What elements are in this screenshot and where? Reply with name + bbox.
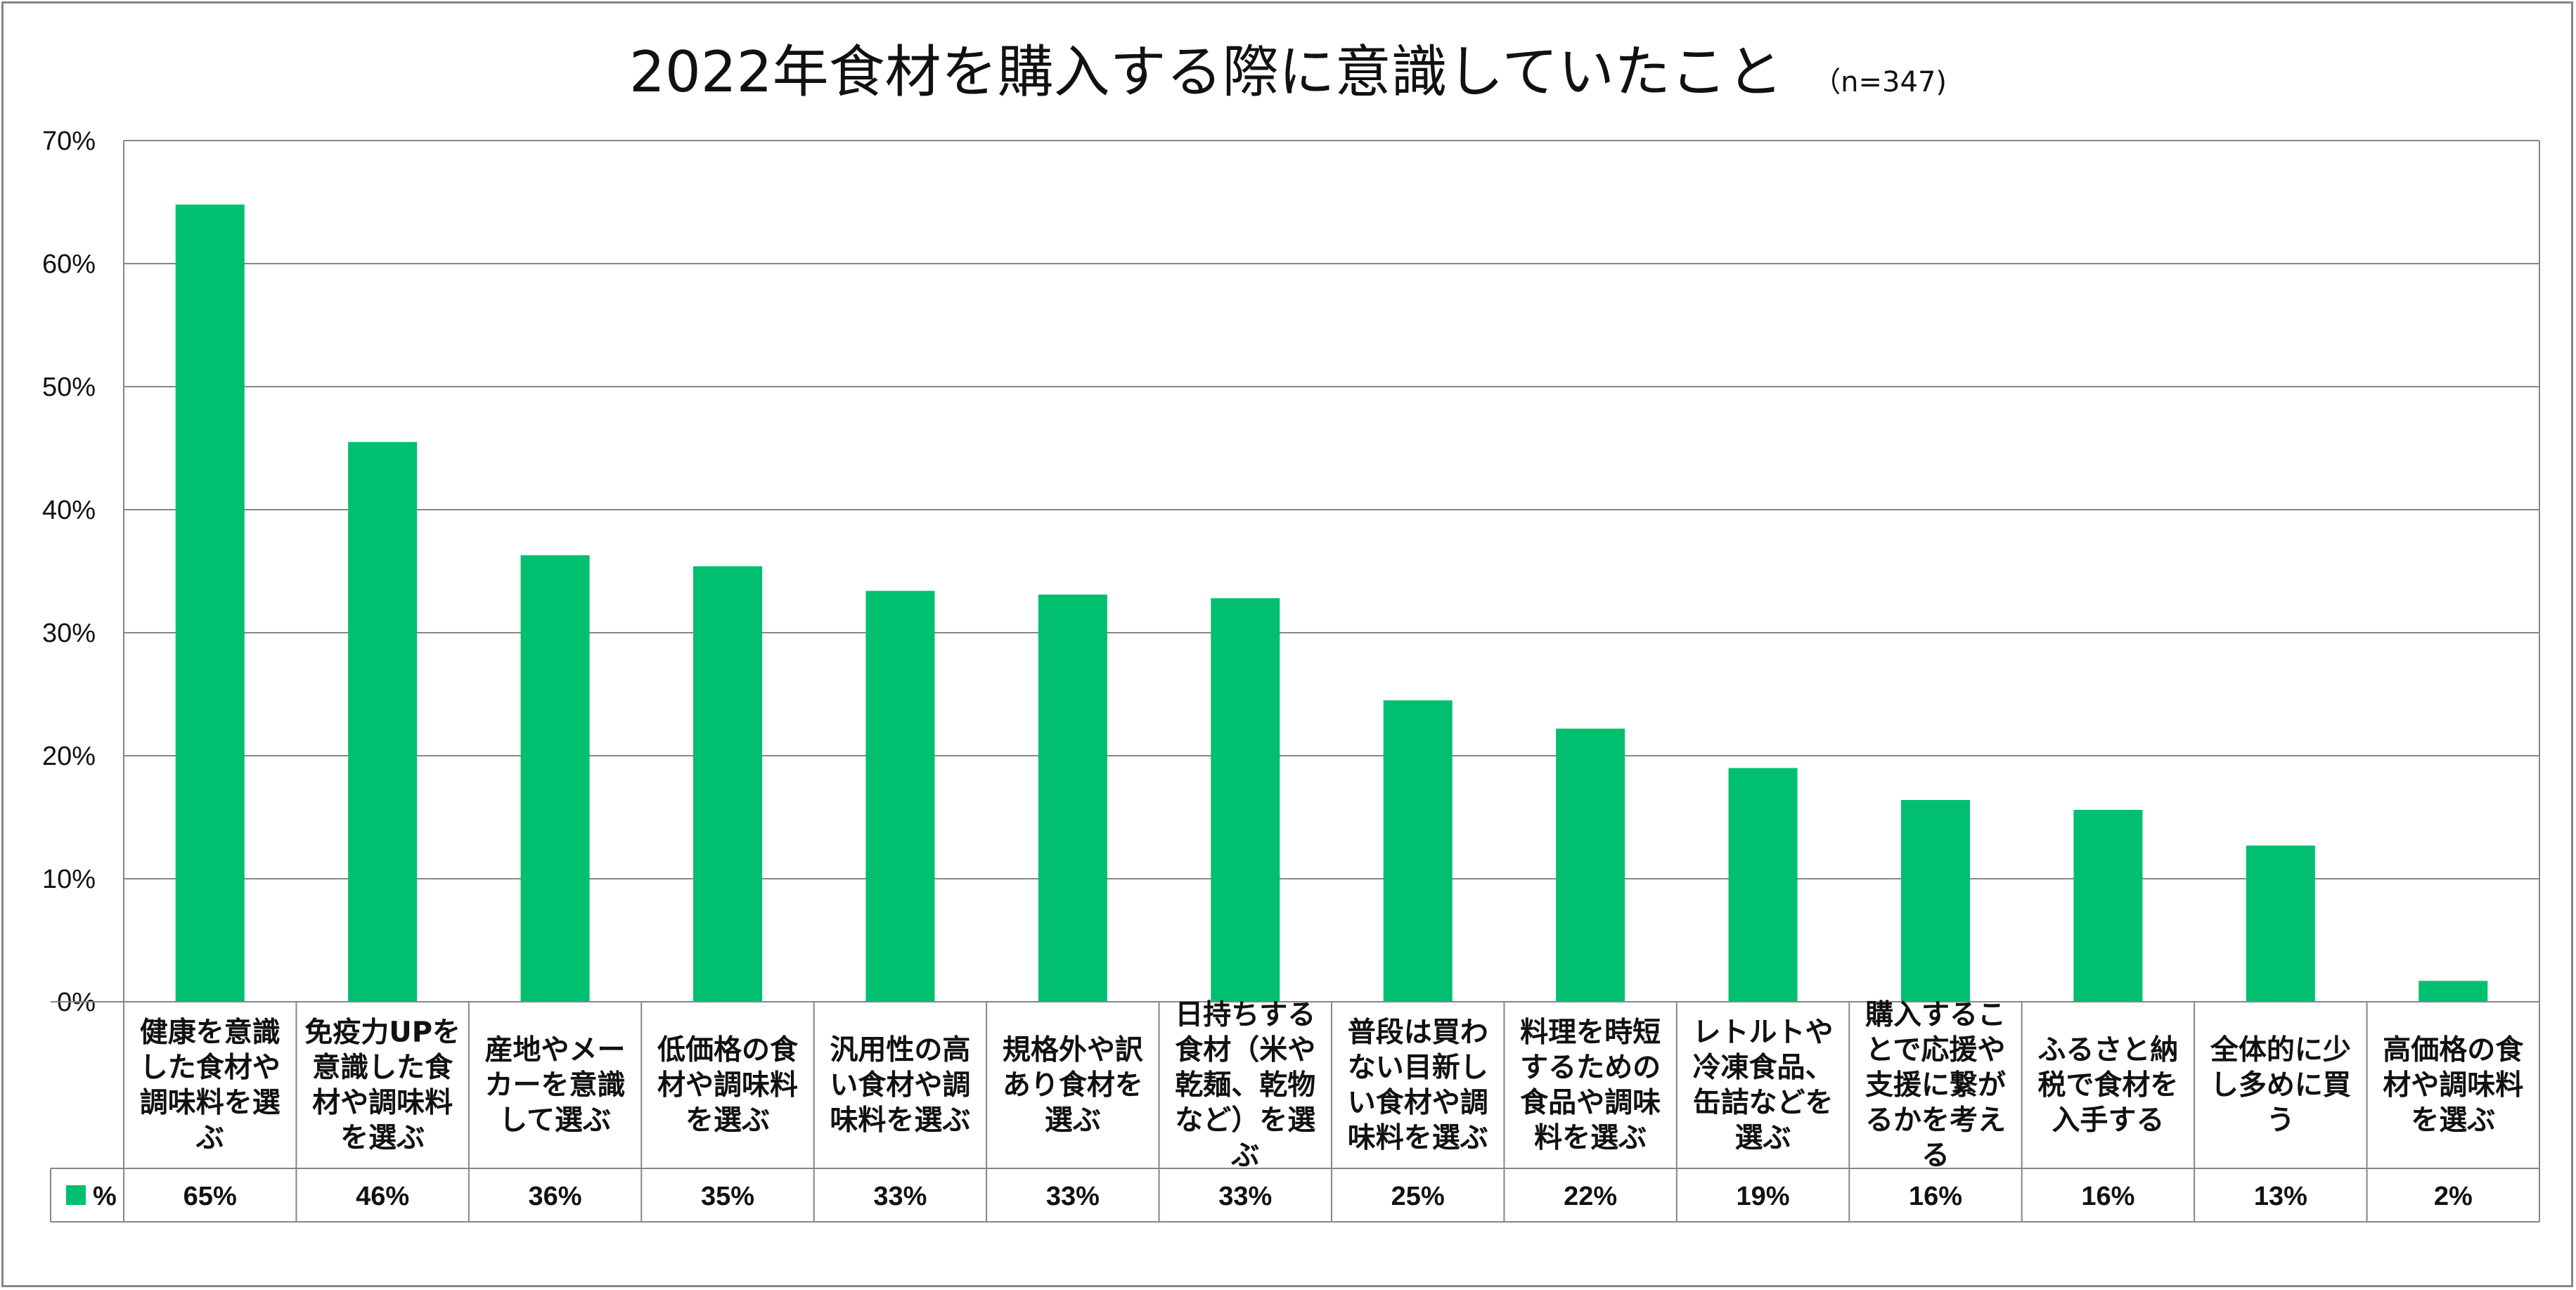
bar (1038, 594, 1107, 1002)
bar (865, 591, 935, 1002)
data-label: 2% (2434, 1182, 2473, 1211)
data-label: 33% (873, 1182, 927, 1211)
chart-title: 2022年食材を購入する際に意識していたこと (629, 39, 1784, 105)
bar (2246, 845, 2315, 1002)
data-label: 16% (1909, 1182, 1962, 1211)
category-label: 免疫力UPを意識した食材や調味料を選ぶ (304, 1017, 461, 1154)
bar (693, 566, 762, 1002)
bar (1556, 728, 1625, 1002)
category-label: 健康を意識した食材や調味料を選ぶ (140, 1017, 281, 1154)
data-label: 19% (1737, 1182, 1790, 1211)
data-label: 22% (1564, 1182, 1617, 1211)
legend-swatch (66, 1185, 86, 1205)
category-label: 産地やメーカーを意識して選ぶ (485, 1034, 626, 1137)
y-tick-label: 70% (42, 127, 96, 156)
category-label: レトルトや冷凍食品、缶詰などを選ぶ (1693, 1017, 1834, 1154)
chart-subtitle: （n=347) (1812, 66, 1947, 98)
y-tick-label: 50% (42, 373, 96, 402)
data-label: 25% (1391, 1182, 1445, 1211)
data-label: 36% (529, 1182, 582, 1211)
bar (1901, 800, 1970, 1002)
y-tick-label: 60% (42, 250, 96, 279)
bar (1728, 768, 1798, 1002)
bar (1211, 598, 1280, 1002)
data-label: 65% (183, 1182, 237, 1211)
y-tick-label: 30% (42, 619, 96, 648)
category-label: 普段は買わない目新しい食材や調味料を選ぶ (1348, 1017, 1488, 1154)
category-label: ふるさと納税で食材を入手する (2037, 1034, 2178, 1137)
category-label: 料理を時短するための食品や調味料を選ぶ (1520, 1017, 1661, 1154)
bar (520, 555, 590, 1002)
data-label: 33% (1218, 1182, 1272, 1211)
category-label: 全体的に少し多めに買う (2210, 1034, 2351, 1137)
category-label: 購入することで応援や支援に繋がるかを考える (1865, 999, 2006, 1172)
bar (175, 205, 245, 1002)
bar (1383, 700, 1453, 1002)
bar (2073, 810, 2143, 1002)
data-label: 13% (2254, 1182, 2307, 1211)
y-tick-label: 40% (42, 496, 96, 525)
data-label: 16% (2081, 1182, 2134, 1211)
data-label: 35% (701, 1182, 754, 1211)
data-label: 33% (1046, 1182, 1100, 1211)
bar (2419, 981, 2488, 1002)
category-label: 高価格の食材や調味料を選ぶ (2383, 1034, 2524, 1137)
y-tick-label: 10% (42, 865, 96, 894)
data-label: 46% (356, 1182, 409, 1211)
category-label: 汎用性の高い食材や調味料を選ぶ (830, 1034, 970, 1137)
category-label: 規格外や訳あり食材を選ぶ (1003, 1034, 1144, 1137)
category-label: 低価格の食材や調味料を選ぶ (657, 1034, 799, 1137)
legend-label: % (93, 1182, 117, 1211)
y-tick-label: 20% (42, 742, 96, 771)
category-label: 日持ちする食材（米や乾麺、乾物など）を選ぶ (1175, 999, 1315, 1172)
chart-title-block: 2022年食材を購入する際に意識していたこと （n=347) (0, 27, 2576, 108)
bar (348, 441, 418, 1002)
